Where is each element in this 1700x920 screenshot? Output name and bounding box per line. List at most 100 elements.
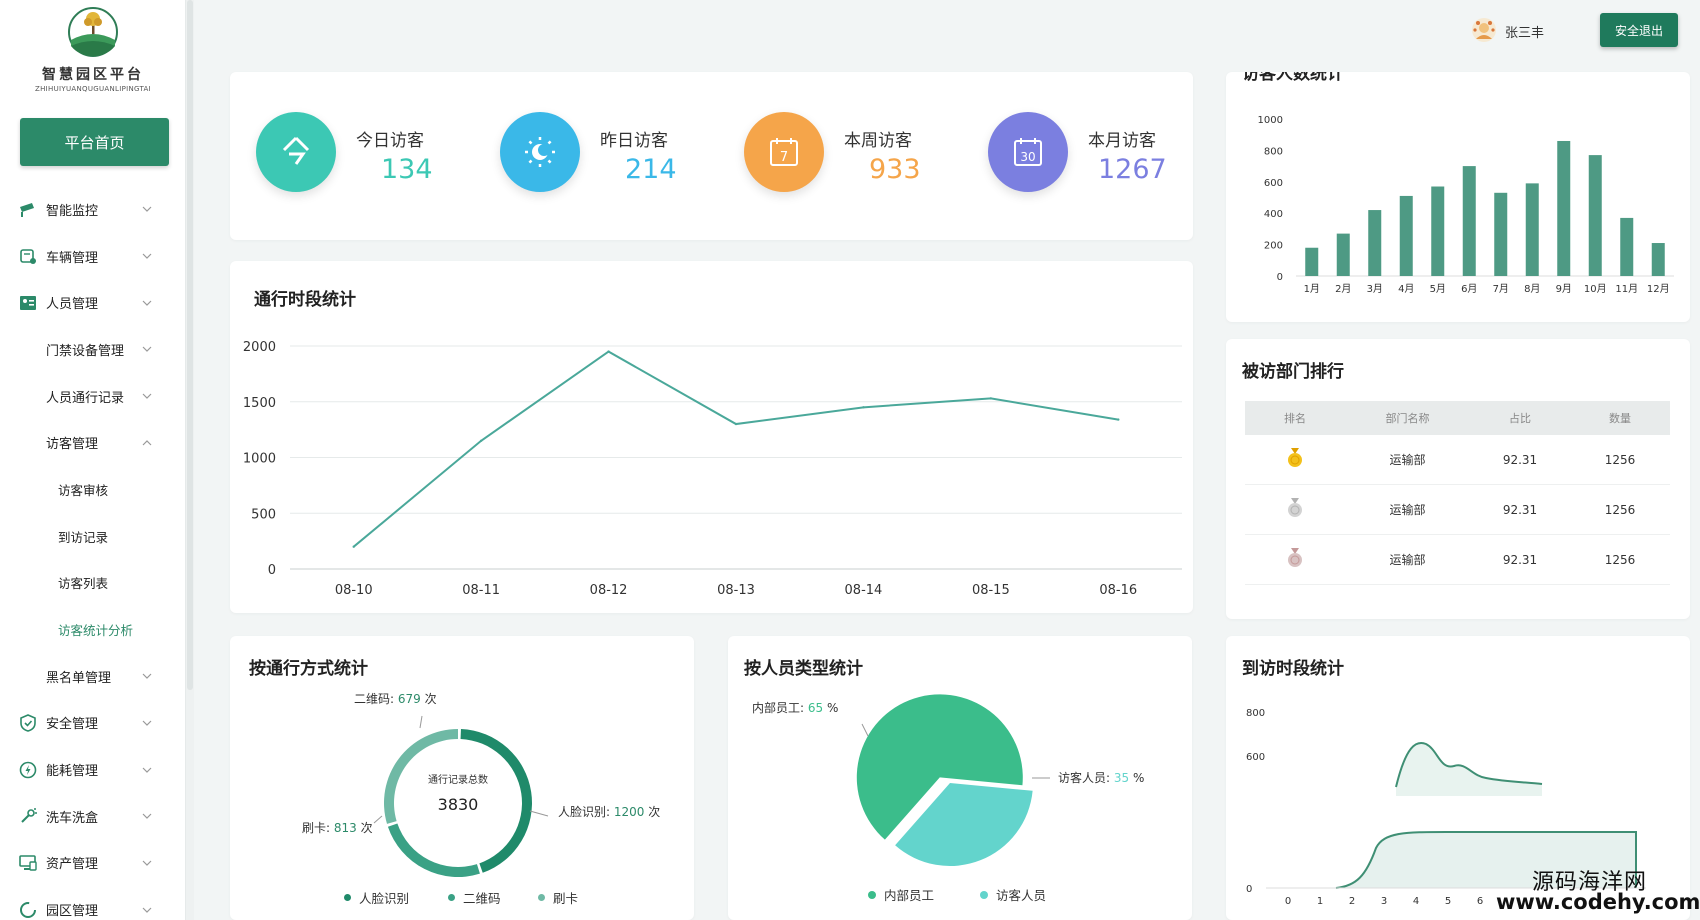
sidebar-scrollbar-thumb[interactable]	[187, 0, 193, 690]
legend-item[interactable]: 刷卡	[538, 888, 578, 907]
chevron-down-icon	[142, 720, 152, 726]
callout-unit: 次	[357, 821, 373, 835]
department-count: 1256	[1604, 502, 1636, 517]
chevron-up-icon	[142, 439, 152, 446]
col-rank: 排名	[1284, 412, 1306, 425]
stat-item-3: 30 本月访客 1267	[988, 72, 1193, 240]
callout-line	[373, 815, 383, 824]
department-count: 1256	[1604, 552, 1636, 567]
traffic-time-chart: 0 500 1000 1500 2000 08-10 08-11 08-12 08-13 08-1…	[243, 340, 1182, 598]
table-row[interactable]: 运输部 92.31 1256	[1245, 535, 1670, 585]
sidebar-item-10[interactable]: 黑名单管理	[0, 653, 186, 700]
x-tick-label: 08-11	[462, 583, 500, 598]
sidebar-item-label: 智能监控	[46, 203, 99, 219]
legend-item[interactable]: 二维码	[448, 888, 501, 907]
y-tick-label: 1000	[243, 452, 276, 467]
sidebar-item-11[interactable]: 安全管理	[0, 700, 186, 747]
visit-time-chart: 0 600 800 0 1 2 3 4 5 6	[1226, 708, 1646, 907]
silver-medal-icon	[1288, 498, 1302, 517]
stat-value: 1267	[1098, 154, 1167, 185]
sidebar-item-label: 园区管理	[46, 904, 99, 920]
sidebar-item-3[interactable]: 门禁设备管理	[0, 326, 186, 373]
sidebar-item-label: 黑名单管理	[46, 670, 112, 686]
legend-item[interactable]: 访客人员	[980, 885, 1046, 904]
home-button[interactable]: 平台首页	[20, 118, 169, 166]
x-tick-label: 08-16	[1099, 583, 1137, 598]
platform-subtitle: ZHIHUIYUANQUGUANLIPINGTAI	[35, 85, 151, 93]
callout-value: 813	[334, 821, 357, 835]
x-tick-label: 2月	[1335, 283, 1351, 295]
area-fill-lower	[1336, 832, 1636, 888]
bar	[1368, 210, 1382, 276]
callout-line	[419, 715, 423, 729]
department-rank-table: 排名 部门名称 占比 数量 运输部 92.31 1256 运输部 92.31 1256 运输…	[1245, 401, 1670, 585]
table-row[interactable]: 运输部 92.31 1256	[1245, 485, 1670, 535]
callout-unit: 次	[644, 805, 660, 819]
area-line-lower	[1335, 831, 1637, 889]
energy-icon	[19, 761, 37, 778]
callout-unit: %	[1129, 771, 1144, 785]
bar	[1525, 183, 1539, 276]
stat-value: 134	[381, 154, 433, 185]
sidebar-item-label: 访客统计分析	[58, 623, 134, 639]
col-department: 部门名称	[1385, 412, 1430, 425]
sidebar-item-12[interactable]: 能耗管理	[0, 746, 186, 793]
area-line-upper	[1395, 742, 1543, 788]
sidebar-item-label: 门禁设备管理	[46, 343, 125, 359]
donut-center-value: 3830	[438, 795, 479, 814]
sidebar-item-5[interactable]: 访客管理	[0, 419, 186, 466]
logout-button[interactable]: 安全退出	[1600, 13, 1678, 47]
stat-label: 本月访客	[1088, 131, 1156, 151]
watermark-cn: 源码海洋网	[1532, 870, 1648, 895]
x-tick-label: 3	[1381, 896, 1387, 907]
shield-icon	[20, 714, 36, 732]
sidebar-item-label: 能耗管理	[46, 764, 99, 780]
table-row[interactable]: 运输部 92.31 1256	[1245, 435, 1670, 485]
department-count: 1256	[1604, 452, 1636, 467]
callout-value: 65	[808, 701, 823, 715]
user-name[interactable]: 张三丰	[1505, 26, 1545, 41]
sidebar-item-1[interactable]: 车辆管理	[0, 233, 186, 280]
sidebar-item-6[interactable]: 访客审核	[0, 466, 186, 513]
x-tick-label: 4	[1413, 896, 1419, 907]
sidebar-item-2[interactable]: 人员管理	[0, 279, 186, 326]
person-type-title: 按人员类型统计	[744, 659, 863, 679]
watermark-url: www.codehy.com	[1496, 890, 1700, 914]
legend-item[interactable]: 内部员工	[868, 885, 934, 904]
sidebar-item-13[interactable]: 洗车洗盒	[0, 793, 186, 840]
callout-label: 刷卡: 813 次	[302, 821, 373, 835]
legend-item[interactable]: 人脸识别	[344, 888, 409, 907]
sidebar-item-label: 访客管理	[46, 437, 99, 453]
x-tick-label: 08-10	[335, 583, 373, 598]
sidebar-item-15[interactable]: 园区管理	[0, 886, 186, 920]
person-type-chart: 内部员工: 65 %访客人员: 35 %	[752, 694, 1144, 866]
x-tick-label: 10月	[1584, 283, 1607, 295]
legend-dot	[344, 894, 351, 901]
sidebar-item-14[interactable]: 资产管理	[0, 840, 186, 887]
legend-label: 二维码	[463, 891, 501, 906]
y-tick-label: 0	[268, 563, 276, 578]
chevron-down-icon	[142, 300, 152, 306]
sidebar-item-0[interactable]: 智能监控	[0, 186, 186, 233]
park-logo-icon	[68, 7, 118, 57]
callout-name: 内部员工:	[752, 700, 808, 715]
calendar-day-label: 30	[1020, 150, 1035, 164]
department-ratio: 92.31	[1502, 452, 1538, 467]
chevron-down-icon	[142, 673, 152, 680]
callout-name: 刷卡:	[302, 821, 334, 835]
y-tick-label: 600	[1264, 178, 1283, 189]
person-card-icon	[20, 295, 36, 310]
sidebar-item-4[interactable]: 人员通行记录	[0, 373, 186, 420]
pass-method-card: 按通行方式统计 通行记录总数 3830 二维码: 679 次人脸识别: 1200 次…	[230, 636, 694, 920]
col-count: 数量	[1609, 412, 1631, 425]
callout-line	[529, 810, 549, 817]
data-point	[862, 406, 865, 409]
user-avatar[interactable]	[1471, 17, 1497, 43]
x-tick-label: 3月	[1367, 283, 1383, 295]
sidebar-item-7[interactable]: 到访记录	[0, 513, 186, 560]
sidebar-item-label: 安全管理	[46, 717, 99, 733]
sidebar-item-8[interactable]: 访客列表	[0, 560, 186, 607]
callout-unit: %	[823, 701, 838, 715]
sidebar-item-9[interactable]: 访客统计分析	[0, 606, 186, 653]
y-tick-label: 400	[1264, 209, 1283, 220]
